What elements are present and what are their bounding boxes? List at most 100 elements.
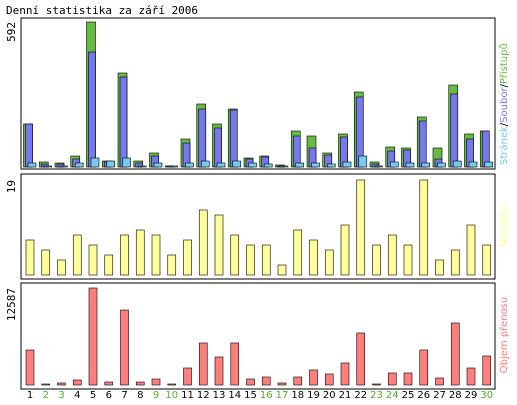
panel-frame-visits	[20, 173, 496, 280]
bar-volume-day-27	[435, 377, 444, 386]
x-tick-label-day-2: 2	[43, 390, 49, 401]
bar-files-day-14	[229, 109, 238, 168]
bar-visits-day-4	[72, 234, 82, 276]
x-tick-label-day-28: 28	[449, 390, 462, 401]
bar-visits-day-26	[419, 179, 429, 276]
chart-panels: 592Stránek/Soubor/Přístupů19Návštěv12587…	[5, 17, 510, 390]
bar-visits-day-7	[120, 234, 129, 276]
x-tick-label-day-1: 1	[27, 390, 33, 401]
legend-volume: Objem přenosu	[498, 297, 510, 373]
bar-visits-day-29	[466, 224, 476, 276]
bar-visits-day-25	[403, 244, 413, 276]
panel-frame-volume	[20, 282, 496, 390]
bar-pages-day-17	[279, 165, 289, 168]
x-tick-label-day-25: 25	[402, 390, 415, 401]
x-tick-label-day-18: 18	[291, 390, 304, 401]
bar-visits-day-21	[340, 224, 350, 276]
bar-pages-day-15	[248, 162, 257, 168]
bar-pages-day-14	[232, 160, 242, 168]
x-tick-label-day-6: 6	[106, 390, 112, 401]
bar-volume-day-19	[309, 369, 318, 386]
bar-files-day-1	[25, 123, 33, 168]
bar-visits-day-27	[435, 259, 444, 276]
x-tick-label-day-10: 10	[165, 390, 178, 401]
bar-files-day-26	[418, 120, 427, 168]
bar-visits-day-28	[450, 249, 460, 276]
bar-volume-day-16	[261, 376, 271, 386]
bar-volume-day-29	[466, 367, 476, 386]
x-tick-label-day-13: 13	[213, 390, 226, 401]
bar-pages-day-16	[263, 163, 273, 168]
bar-files-day-12	[198, 108, 207, 168]
bar-volume-day-2	[41, 383, 51, 386]
bar-pages-day-7	[122, 157, 131, 168]
x-tick-label-day-7: 7	[121, 390, 127, 401]
bar-volume-day-15	[246, 378, 255, 386]
panel-volume: 12587 Objem přenosu	[5, 282, 510, 390]
max-value-label-visits: 19	[5, 180, 18, 193]
bar-files-day-18	[292, 135, 301, 168]
x-tick-label-day-30: 30	[480, 390, 493, 401]
bar-visits-day-22	[356, 179, 366, 276]
bar-files-day-5	[88, 51, 96, 168]
bar-pages-day-3	[59, 165, 68, 168]
bar-visits-day-12	[198, 209, 208, 276]
bar-pages-day-13	[216, 162, 226, 168]
x-tick-label-day-9: 9	[153, 390, 159, 401]
bar-visits-day-13	[214, 214, 224, 276]
bar-visits-day-30	[482, 244, 492, 276]
bar-volume-day-6	[104, 381, 114, 386]
bar-files-day-7	[119, 76, 128, 168]
bar-volume-day-18	[293, 376, 303, 386]
panel-visits: 19 Návštěv	[5, 173, 510, 280]
legend-files: Soubor	[499, 87, 510, 123]
bar-pages-day-24	[389, 161, 399, 168]
bar-visits-day-15	[246, 244, 255, 276]
x-tick-label-day-21: 21	[339, 390, 352, 401]
bar-visits-day-2	[41, 249, 51, 276]
bar-pages-day-22	[358, 155, 368, 168]
bar-pages-day-18	[295, 162, 305, 168]
x-tick-label-day-19: 19	[307, 390, 320, 401]
bar-volume-day-11	[183, 367, 192, 386]
bar-pages-day-9	[153, 162, 163, 168]
x-tick-label-day-4: 4	[74, 390, 80, 401]
bar-volume-day-23	[372, 383, 381, 386]
bar-visits-day-16	[261, 244, 271, 276]
bar-volume-day-1	[25, 349, 35, 386]
bar-volume-day-28	[450, 322, 460, 386]
bar-visits-day-5	[88, 244, 98, 276]
bar-pages-day-11	[185, 162, 194, 168]
bar-volume-day-8	[135, 381, 145, 386]
x-tick-label-day-24: 24	[386, 390, 399, 401]
bar-pages-day-27	[437, 162, 446, 168]
bar-volume-day-21	[340, 362, 350, 386]
bar-pages-day-6	[106, 160, 116, 168]
legend-hits: Přístupů	[498, 43, 510, 84]
bar-visits-day-1	[25, 239, 35, 276]
bar-pages-day-30	[484, 161, 494, 168]
bar-visits-day-24	[387, 234, 397, 276]
max-value-label-volume: 12587	[5, 288, 18, 321]
x-tick-label-day-20: 20	[323, 390, 336, 401]
bar-pages-day-2	[43, 165, 53, 168]
bar-pages-day-8	[137, 165, 147, 168]
bar-volume-day-26	[419, 349, 429, 386]
bar-volume-day-3	[57, 382, 66, 386]
x-axis-day-labels: 1 2 3 4 5 6 7 8 9 10 11 12 13 14 15 16 17 18 19 20 21 22 23 24 2…	[27, 390, 493, 401]
legend-sep2: /	[499, 83, 510, 87]
bar-volume-day-7	[120, 309, 129, 386]
bar-volume-day-4	[72, 379, 82, 386]
bar-pages-day-1	[27, 162, 37, 168]
x-tick-label-day-29: 29	[465, 390, 478, 401]
bar-visits-day-20	[324, 249, 334, 276]
bar-pages-day-29	[468, 161, 478, 168]
bar-pages-day-26	[421, 162, 431, 168]
bar-visits-day-23	[372, 244, 381, 276]
bar-visits-day-9	[151, 234, 161, 276]
x-tick-label-day-14: 14	[228, 390, 241, 401]
bar-volume-day-17	[277, 382, 287, 386]
bar-visits-day-10	[167, 254, 177, 276]
bar-visits-day-11	[183, 239, 192, 276]
